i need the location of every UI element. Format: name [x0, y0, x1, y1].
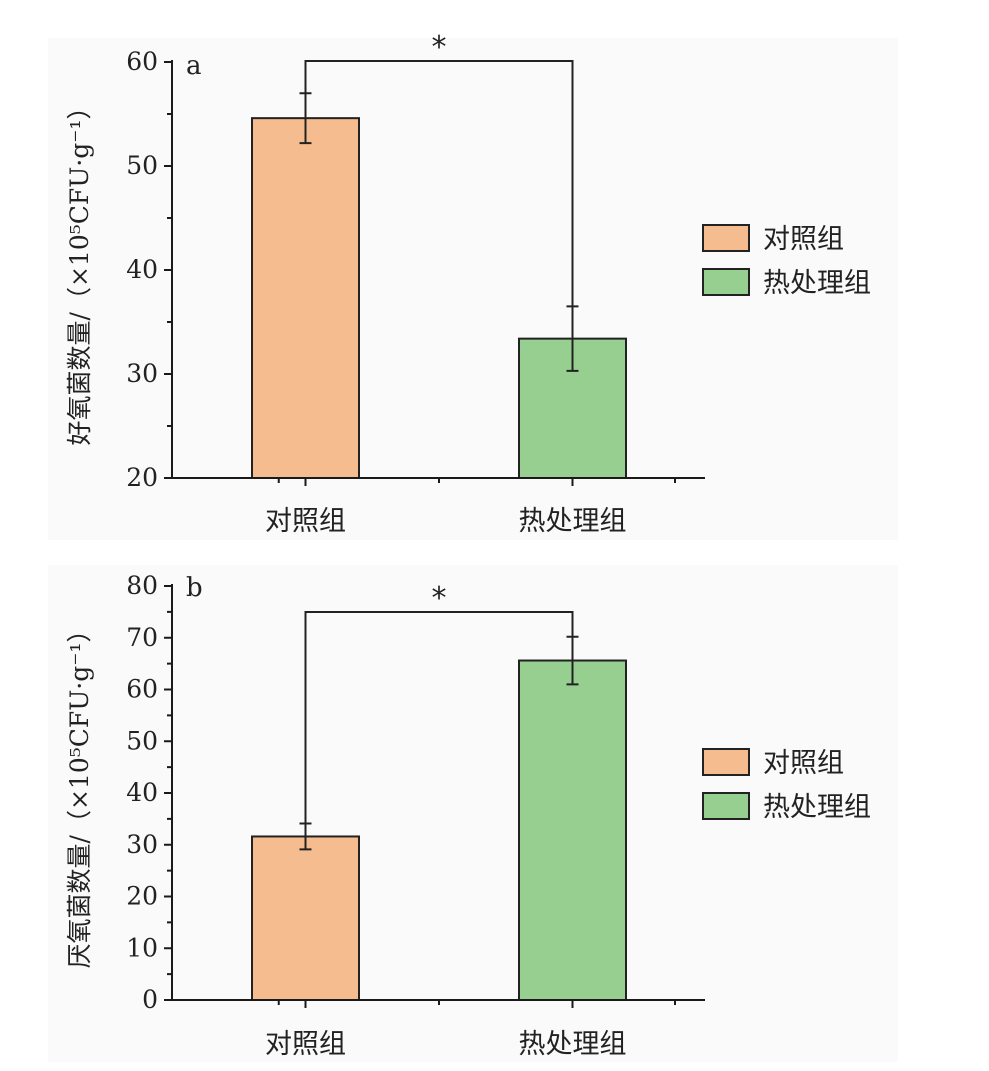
bar-control	[251, 835, 360, 1001]
y-tick-label: 50	[126, 726, 158, 755]
bar-heat	[518, 659, 627, 1002]
legend-swatch	[702, 224, 750, 252]
legend-swatch	[702, 268, 750, 296]
y-tick-label: 30	[126, 830, 158, 859]
y-tick-label: 20	[126, 463, 158, 492]
y-tick-label: 0	[142, 985, 158, 1014]
y-tick-label: 20	[126, 882, 158, 911]
y-tick-label: 70	[126, 623, 158, 652]
y-tick-label: 50	[126, 151, 158, 180]
y-tick-label: 30	[126, 359, 158, 388]
x-tick-label: 热处理组	[519, 506, 627, 537]
significance-bracket	[304, 611, 574, 824]
panel-label: a	[186, 51, 202, 81]
y-tick-label: 80	[126, 571, 158, 600]
significance-marker: *	[432, 30, 447, 65]
x-tick-label: 对照组	[265, 1029, 346, 1060]
legend-label: 对照组	[763, 224, 844, 255]
x-tick-label: 对照组	[265, 506, 346, 537]
legend-swatch	[702, 748, 750, 776]
panel-background	[48, 565, 898, 1062]
bar-control	[251, 117, 360, 479]
legend-swatch	[702, 792, 750, 820]
y-tick-label: 60	[126, 47, 158, 76]
y-tick-label: 40	[126, 255, 158, 284]
panel-background	[48, 38, 898, 540]
x-tick-label: 热处理组	[519, 1029, 627, 1060]
y-axis-label: 厌氧菌数量/（×10⁵CFU·g⁻¹）	[65, 618, 94, 969]
significance-bracket	[304, 60, 574, 307]
legend-label: 热处理组	[763, 792, 871, 823]
legend-label: 热处理组	[763, 268, 871, 299]
legend-label: 对照组	[763, 748, 844, 779]
panel-label: b	[186, 573, 203, 603]
y-tick-label: 60	[126, 675, 158, 704]
significance-marker: *	[432, 581, 447, 616]
y-axis-label: 好氧菌数量/（×10⁵CFU·g⁻¹）	[65, 95, 94, 446]
y-tick-label: 40	[126, 778, 158, 807]
y-tick-label: 10	[126, 933, 158, 962]
